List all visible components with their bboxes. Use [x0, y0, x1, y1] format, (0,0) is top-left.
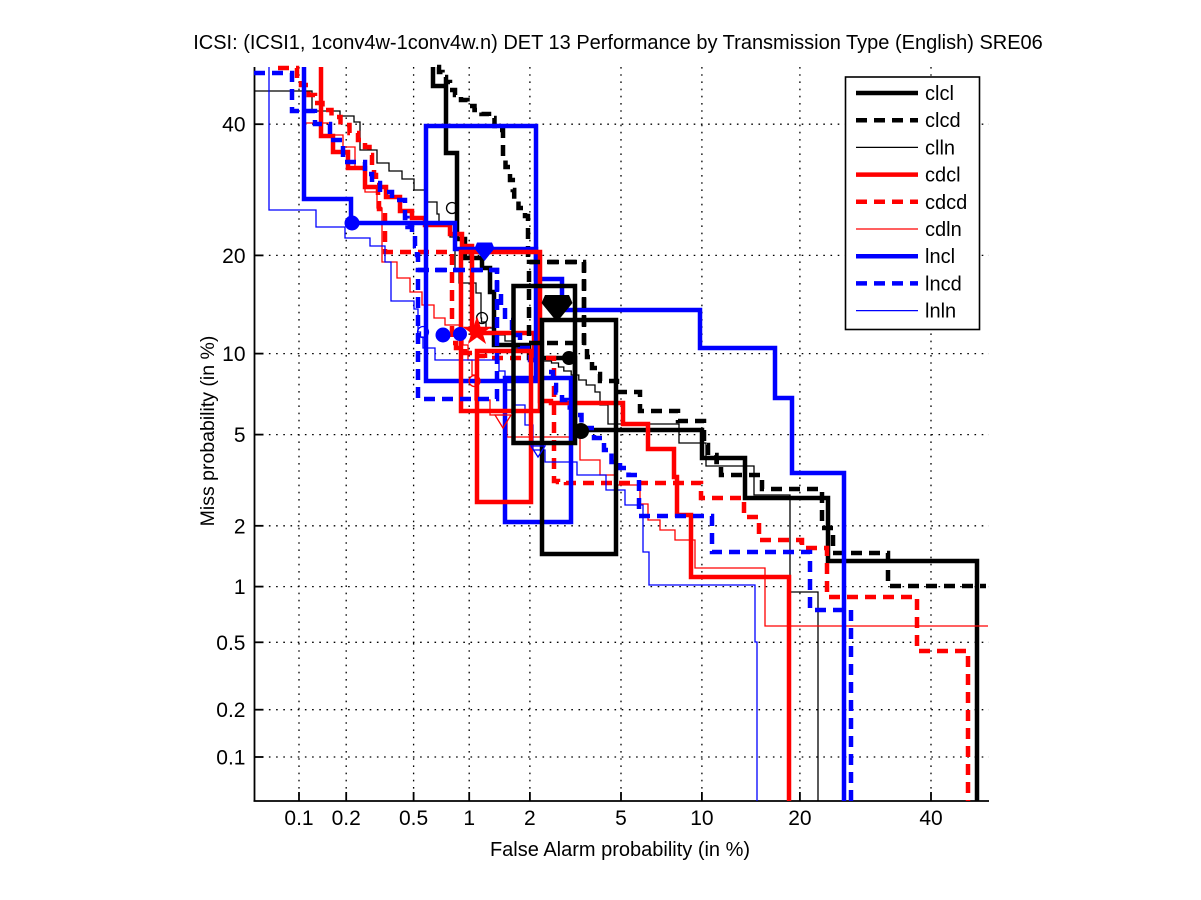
svg-text:20: 20 [222, 245, 245, 268]
svg-text:40: 40 [919, 807, 942, 830]
svg-text:0.1: 0.1 [284, 807, 313, 830]
svg-text:cdln: cdln [925, 219, 962, 241]
svg-text:10: 10 [222, 343, 245, 366]
svg-text:0.5: 0.5 [399, 807, 428, 830]
svg-text:False Alarm probability (in %): False Alarm probability (in %) [490, 839, 750, 861]
svg-text:1: 1 [463, 807, 475, 830]
svg-text:0.2: 0.2 [332, 807, 361, 830]
svg-text:40: 40 [222, 114, 245, 137]
svg-text:clcd: clcd [925, 110, 961, 132]
svg-text:ICSI: (ICSI1, 1conv4w-1conv4w.: ICSI: (ICSI1, 1conv4w-1conv4w.n) DET 13 … [193, 32, 1043, 54]
svg-text:lnln: lnln [925, 301, 956, 323]
svg-text:cdcd: cdcd [925, 192, 967, 214]
svg-text:5: 5 [615, 807, 627, 830]
svg-text:5: 5 [234, 424, 246, 447]
svg-text:10: 10 [690, 807, 713, 830]
svg-text:cdcl: cdcl [925, 165, 961, 187]
svg-text:clln: clln [925, 137, 955, 159]
svg-text:0.2: 0.2 [216, 699, 245, 722]
svg-text:1: 1 [234, 576, 246, 599]
svg-text:Miss probability (in %): Miss probability (in %) [197, 336, 219, 527]
svg-text:2: 2 [234, 515, 246, 538]
svg-text:lncd: lncd [925, 273, 962, 295]
svg-text:lncl: lncl [925, 246, 955, 268]
svg-text:20: 20 [788, 807, 811, 830]
svg-text:0.1: 0.1 [216, 747, 245, 770]
svg-text:0.5: 0.5 [216, 632, 245, 655]
svg-text:clcl: clcl [925, 83, 954, 105]
svg-text:2: 2 [524, 807, 536, 830]
